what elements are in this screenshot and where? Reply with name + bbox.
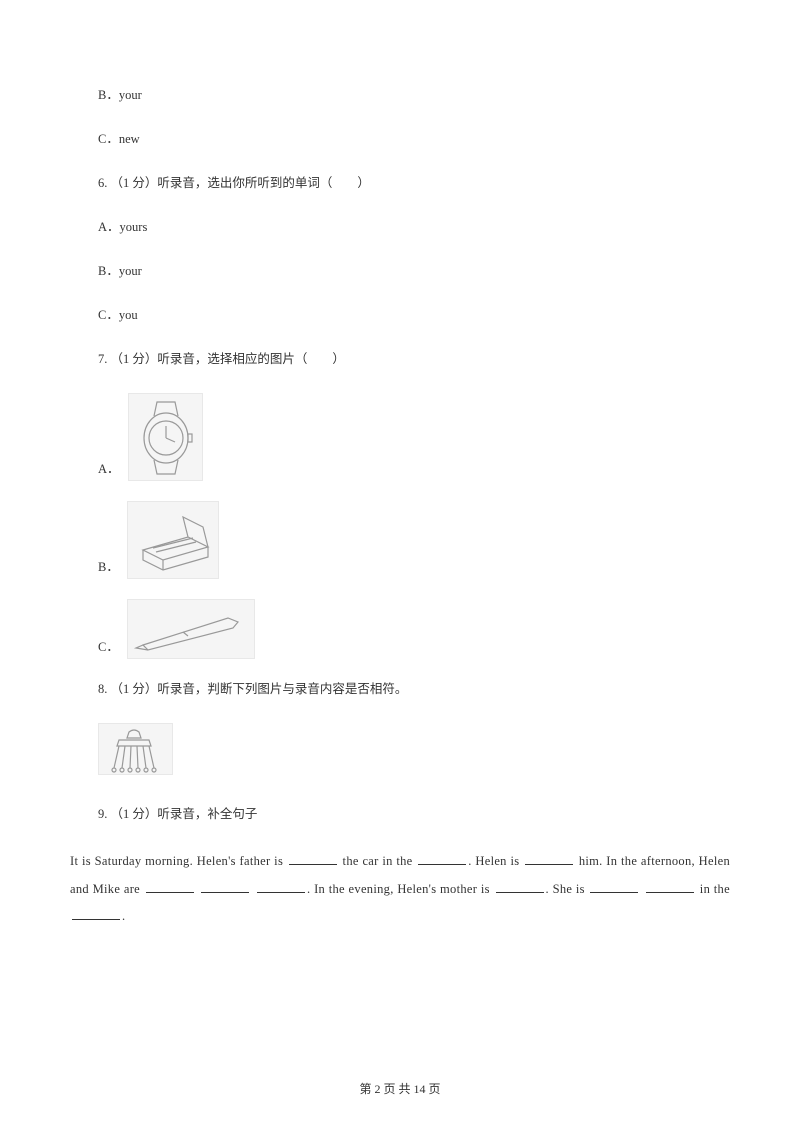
q7-option-c: C． [70, 599, 730, 659]
blank-4[interactable] [146, 879, 194, 893]
blank-10[interactable] [72, 906, 120, 920]
q7-option-a-label: A． [98, 459, 120, 481]
q7-option-b-label: B． [98, 557, 119, 579]
pencilbox-icon [127, 501, 219, 579]
q9-passage: It is Saturday morning. Helen's father i… [70, 848, 730, 931]
q5-option-b: B．your [70, 85, 730, 105]
q9-prompt: 9. （1 分）听录音，补全句子 [70, 804, 730, 824]
blank-8[interactable] [590, 879, 638, 893]
blank-7[interactable] [496, 879, 544, 893]
q6-option-b: B．your [70, 261, 730, 281]
blank-3[interactable] [525, 851, 573, 865]
blank-1[interactable] [289, 851, 337, 865]
q9-t1a: It is Saturday morning. Helen's father i… [70, 854, 287, 868]
q9-t2b: . In the evening, [307, 882, 394, 896]
watch-icon [128, 393, 203, 481]
blank-6[interactable] [257, 879, 305, 893]
q9-t3a: Helen's mother is [397, 882, 493, 896]
q7-prompt: 7. （1 分）听录音，选择相应的图片（ ） [70, 349, 730, 369]
page-content: B．your C．new 6. （1 分）听录音，选出你所听到的单词（ ） A．… [70, 85, 730, 931]
q9-t1b: the car in the [339, 854, 416, 868]
q7-option-a: A． [70, 393, 730, 481]
q6-option-c: C．you [70, 305, 730, 325]
q9-t3d: . [122, 909, 125, 923]
blank-5[interactable] [201, 879, 249, 893]
page-footer: 第 2 页 共 14 页 [0, 1080, 800, 1097]
blank-9[interactable] [646, 879, 694, 893]
q8-prompt: 8. （1 分）听录音，判断下列图片与录音内容是否相符。 [70, 679, 730, 699]
pen-icon [127, 599, 255, 659]
q7-option-c-label: C． [98, 637, 119, 659]
q7-option-b: B． [70, 501, 730, 579]
tassel-icon [98, 723, 173, 775]
q5-option-c: C．new [70, 129, 730, 149]
q9-t1c: . Helen is [468, 854, 519, 868]
q8-image [70, 723, 730, 782]
q9-t3c: in the [696, 882, 730, 896]
q9-t3b: . She is [546, 882, 589, 896]
q6-prompt: 6. （1 分）听录音，选出你所听到的单词（ ） [70, 173, 730, 193]
q6-option-a: A．yours [70, 217, 730, 237]
blank-2[interactable] [418, 851, 466, 865]
